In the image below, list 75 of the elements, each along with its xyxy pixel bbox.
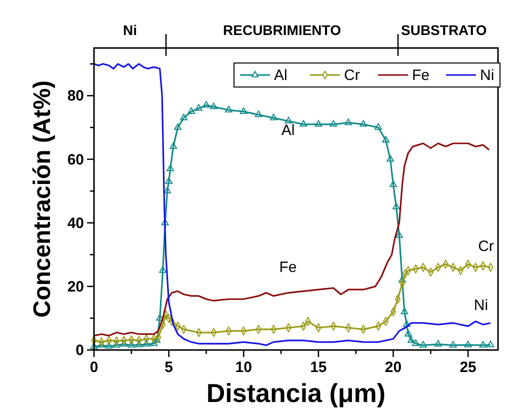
point	[300, 120, 308, 127]
point	[403, 320, 410, 327]
point	[156, 314, 164, 321]
point	[486, 340, 494, 348]
point	[120, 340, 128, 347]
point	[464, 340, 472, 348]
y-tick-label: 60	[67, 151, 84, 168]
point	[170, 142, 178, 149]
point	[344, 118, 352, 126]
y-axis-title: Concentración (At%)	[29, 80, 56, 318]
point	[240, 107, 248, 114]
point	[434, 340, 442, 347]
point	[159, 266, 167, 273]
point	[128, 341, 136, 348]
point	[174, 123, 182, 130]
y-tick-label: 20	[67, 278, 84, 296]
point	[396, 231, 403, 238]
point	[98, 341, 106, 348]
point	[142, 340, 150, 347]
point	[412, 339, 420, 346]
annotation: Cr	[478, 238, 494, 255]
x-tick-label: 15	[310, 359, 327, 376]
point	[407, 336, 415, 343]
legend-label: Al	[274, 67, 288, 84]
point	[398, 276, 406, 282]
text: Ni	[123, 22, 137, 38]
point	[479, 341, 487, 348]
x-tick-label: 0	[90, 359, 98, 376]
x-axis-title: Distancia (μm)	[206, 378, 386, 408]
point	[400, 308, 408, 314]
point	[270, 114, 278, 120]
x-tick-label: 10	[235, 359, 252, 376]
point	[188, 107, 195, 114]
x-tick-label: 20	[384, 359, 402, 376]
y-tick-label: 80	[67, 88, 84, 105]
y-tick-label: 0	[76, 342, 84, 359]
point	[224, 106, 232, 112]
point	[135, 340, 143, 348]
point	[166, 164, 174, 172]
point	[419, 341, 427, 348]
point	[374, 123, 382, 130]
point	[150, 339, 158, 346]
annotation: Fe	[279, 259, 297, 276]
point	[404, 330, 412, 336]
point	[284, 116, 292, 124]
legend-label: Fe	[412, 67, 430, 84]
x-tick-label: 25	[460, 359, 476, 376]
point	[90, 342, 98, 350]
text: RECUBRIMIENTO	[223, 22, 342, 38]
point	[392, 202, 400, 210]
point	[161, 218, 169, 226]
point	[112, 341, 120, 348]
legend-label: Cr	[344, 67, 360, 84]
y-tick-label: 40	[67, 214, 84, 232]
point	[195, 104, 202, 111]
annotation: Ni	[474, 297, 488, 314]
text: SUBSTRATO	[401, 22, 487, 38]
point	[314, 120, 322, 127]
point	[165, 177, 173, 184]
point	[196, 328, 202, 337]
point	[390, 180, 397, 188]
x-tick-label: 5	[164, 359, 173, 376]
point	[210, 102, 218, 110]
point	[449, 341, 457, 348]
point	[386, 155, 394, 162]
point	[164, 186, 172, 194]
point	[180, 114, 188, 120]
point	[254, 110, 262, 118]
point	[360, 120, 368, 127]
point	[105, 342, 113, 349]
point	[202, 101, 210, 108]
point	[382, 136, 390, 143]
point	[330, 120, 338, 127]
annotation: Al	[281, 122, 295, 139]
legend-label: Ni	[480, 67, 494, 84]
